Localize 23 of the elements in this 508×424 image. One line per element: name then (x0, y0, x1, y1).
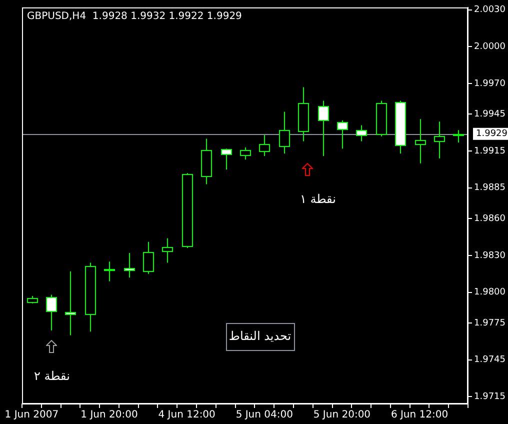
y-tick-label: 2.0000 (474, 42, 506, 52)
y-tick-label: 1.9830 (474, 250, 506, 261)
ref-line-label: 1.9929 (476, 129, 508, 140)
y-tick-label: 1.9970 (474, 78, 506, 89)
y-tick-label: 1.9715 (474, 392, 506, 402)
x-tick-label: 6 Jun 12:00 (390, 410, 448, 421)
x-tick-label: 4 Jun 12:00 (158, 410, 216, 421)
y-tick-label: 1.9775 (474, 318, 506, 328)
y-tick-label: 1.9915 (474, 146, 506, 156)
x-tick-label: 1 Jun 20:00 (80, 410, 138, 421)
x-tick-label: 5 Jun 20:00 (313, 410, 371, 421)
y-tick-label: 1.9800 (474, 288, 506, 298)
annotation: نقطة ١ (300, 192, 336, 206)
y-tick-label: 1.9745 (474, 355, 506, 366)
y-tick-label: 1.9945 (474, 110, 506, 120)
x-tick-label: 1 Jun 2007 (4, 410, 59, 421)
annotation: نقطة ٢ (34, 369, 70, 384)
chart-title: GBPUSD,H4 1.9928 1.9932 1.9922 1.9929 (27, 10, 242, 22)
y-tick-label: 2.0030 (474, 5, 506, 16)
annotation: تحديد النقاط (228, 329, 292, 344)
y-tick-label: 1.9885 (474, 183, 506, 194)
x-tick-label: 5 Jun 04:00 (236, 410, 293, 421)
y-tick-label: 1.9860 (474, 214, 506, 224)
